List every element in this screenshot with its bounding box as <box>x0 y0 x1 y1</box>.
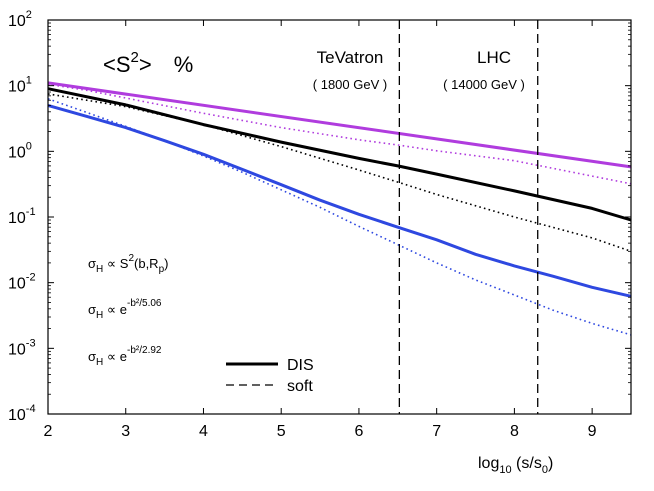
series-line-3 <box>47 93 632 253</box>
x-tick-label: 2 <box>44 423 53 440</box>
y-tick-label: 101 <box>8 75 32 96</box>
x-tick-label: 7 <box>432 423 441 440</box>
formula-exp-506: σH ∝ e-b²/5.06 <box>88 298 162 321</box>
y-tick-label: 102 <box>8 9 32 30</box>
formula-s2: σH ∝ S2(b,Rp) <box>88 253 168 275</box>
legend-label-soft: soft <box>287 378 313 395</box>
lhc-label: LHC <box>477 48 511 67</box>
formula-exp-292: σH ∝ e-b²/2.92 <box>88 345 162 368</box>
x-tick-label: 9 <box>588 423 597 440</box>
x-tick-label: 4 <box>199 423 208 440</box>
tevatron-energy-label: ( 1800 GeV ) <box>313 77 387 92</box>
x-tick-label: 5 <box>277 423 286 440</box>
series-line-0 <box>47 81 632 169</box>
series-line-1 <box>47 83 632 185</box>
x-tick-label: 6 <box>354 423 363 440</box>
y-tick-label: 10-1 <box>8 206 36 227</box>
x-tick-label: 3 <box>121 423 130 440</box>
y-tick-label: 10-2 <box>8 272 36 293</box>
x-axis-label: log10 (s/s0) <box>478 455 553 476</box>
legend-label-dis: DIS <box>287 357 314 374</box>
y-tick-label: 10-3 <box>8 337 36 358</box>
chart-title: <S2>% <box>103 49 193 77</box>
legend: DIS soft <box>226 357 314 395</box>
x-tick-label: 8 <box>510 423 519 440</box>
series-line-2 <box>47 87 632 222</box>
series-line-4 <box>47 103 632 298</box>
y-tick-label: 10-4 <box>8 403 36 424</box>
lhc-energy-label: ( 14000 GeV ) <box>443 77 525 92</box>
tevatron-label: TeVatron <box>317 48 384 67</box>
y-tick-label: 100 <box>8 140 32 161</box>
